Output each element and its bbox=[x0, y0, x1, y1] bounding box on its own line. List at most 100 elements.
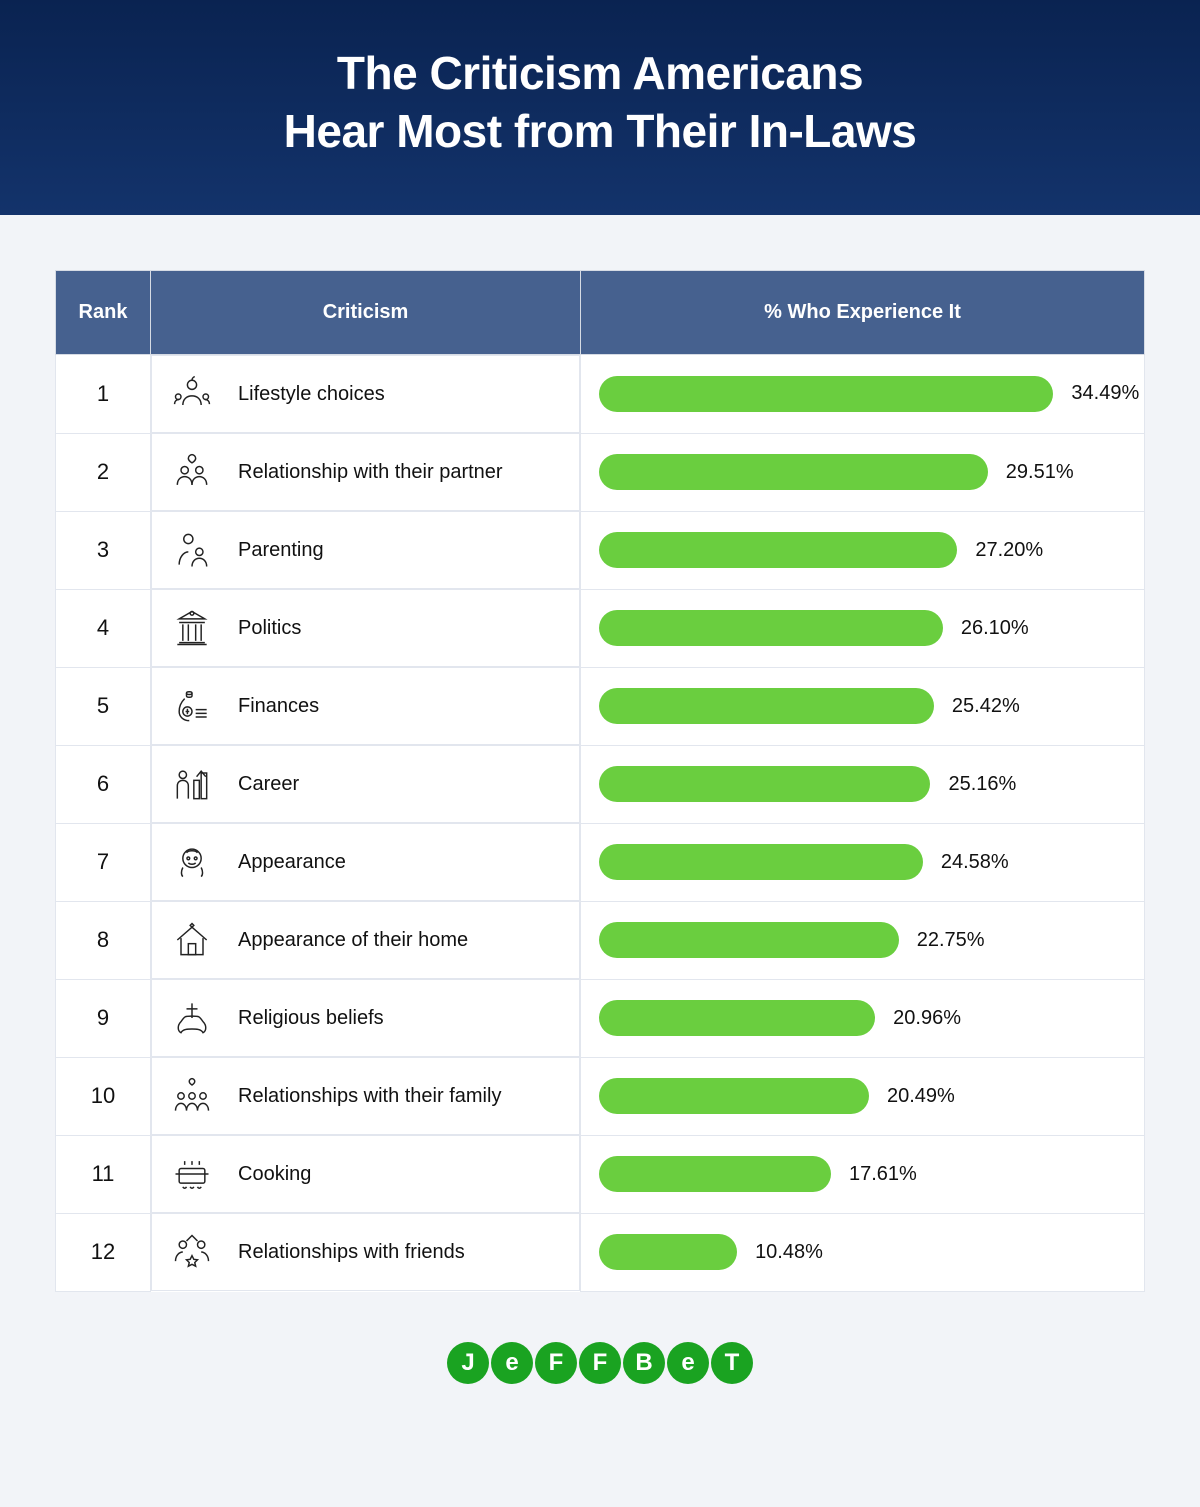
criticism-cell: Finances bbox=[151, 667, 580, 745]
pct-cell: 27.20% bbox=[581, 511, 1145, 589]
pct-label: 20.49% bbox=[887, 1085, 955, 1108]
pct-bar bbox=[599, 376, 1053, 412]
criticism-label: Relationships with their family bbox=[238, 1085, 501, 1108]
finances-icon bbox=[170, 684, 214, 728]
table-row: 5Finances25.42% bbox=[56, 667, 1145, 745]
pct-label: 26.10% bbox=[961, 617, 1029, 640]
criticism-cell: Cooking bbox=[151, 1135, 580, 1213]
cooking-icon bbox=[170, 1152, 214, 1196]
table-row: 7 Appearance 24.58% bbox=[56, 823, 1145, 901]
rank-cell: 2 bbox=[56, 433, 151, 511]
pct-bar bbox=[599, 844, 923, 880]
table-row: 3Parenting 27.20% bbox=[56, 511, 1145, 589]
logo-ball: F bbox=[535, 1342, 577, 1384]
criticism-cell: Parenting bbox=[151, 511, 580, 589]
pct-bar bbox=[599, 688, 934, 724]
criticism-label: Relationship with their partner bbox=[238, 461, 503, 484]
pct-bar bbox=[599, 1078, 869, 1114]
pct-bar bbox=[599, 1234, 737, 1270]
pct-label: 34.49% bbox=[1071, 382, 1139, 405]
pct-cell: 24.58% bbox=[581, 823, 1145, 901]
rank-cell: 10 bbox=[56, 1057, 151, 1135]
rank-cell: 9 bbox=[56, 979, 151, 1057]
title-line-1: The Criticism Americans bbox=[337, 47, 863, 99]
title-line-2: Hear Most from Their In-Laws bbox=[284, 105, 917, 157]
criticism-cell: Appearance bbox=[151, 823, 580, 901]
rank-cell: 3 bbox=[56, 511, 151, 589]
pct-bar bbox=[599, 532, 957, 568]
friends-icon bbox=[170, 1230, 214, 1274]
criticism-cell: Lifestyle choices bbox=[151, 355, 580, 433]
pct-label: 17.61% bbox=[849, 1163, 917, 1186]
criticism-label: Politics bbox=[238, 617, 301, 640]
pct-label: 25.42% bbox=[952, 695, 1020, 718]
criticism-label: Religious beliefs bbox=[238, 1007, 384, 1030]
criticism-label: Cooking bbox=[238, 1163, 311, 1186]
col-header-pct: % Who Experience It bbox=[581, 271, 1145, 355]
title-header: The Criticism Americans Hear Most from T… bbox=[0, 0, 1200, 215]
pct-cell: 29.51% bbox=[581, 433, 1145, 511]
criticism-cell: Relationship with their partner bbox=[151, 433, 580, 511]
logo-ball: e bbox=[491, 1342, 533, 1384]
rank-cell: 7 bbox=[56, 823, 151, 901]
criticism-cell: Career bbox=[151, 745, 580, 823]
logo-ball: J bbox=[447, 1342, 489, 1384]
pct-label: 20.96% bbox=[893, 1007, 961, 1030]
career-icon bbox=[170, 762, 214, 806]
home-icon bbox=[170, 918, 214, 962]
pct-label: 27.20% bbox=[975, 539, 1043, 562]
col-header-criticism: Criticism bbox=[151, 271, 581, 355]
lifestyle-icon bbox=[170, 372, 214, 416]
pct-bar bbox=[599, 454, 988, 490]
table-row: 6Career25.16% bbox=[56, 745, 1145, 823]
pct-cell: 25.16% bbox=[581, 745, 1145, 823]
partner-icon bbox=[170, 450, 214, 494]
parenting-icon bbox=[170, 528, 214, 572]
pct-cell: 17.61% bbox=[581, 1135, 1145, 1213]
table-row: 2 Relationship with their partner 29.51% bbox=[56, 433, 1145, 511]
logo-ball: F bbox=[579, 1342, 621, 1384]
criticism-cell: Appearance of their home bbox=[151, 901, 580, 979]
criticism-label: Lifestyle choices bbox=[238, 383, 385, 406]
logo-ball: B bbox=[623, 1342, 665, 1384]
pct-cell: 20.49% bbox=[581, 1057, 1145, 1135]
appearance-icon bbox=[170, 840, 214, 884]
rank-cell: 8 bbox=[56, 901, 151, 979]
table-container: Rank Criticism % Who Experience It 1Life… bbox=[0, 215, 1200, 1322]
pct-bar bbox=[599, 766, 930, 802]
pct-cell: 20.96% bbox=[581, 979, 1145, 1057]
criticism-label: Relationships with friends bbox=[238, 1241, 465, 1264]
criticism-cell: Relationships with their family bbox=[151, 1057, 580, 1135]
rank-cell: 11 bbox=[56, 1135, 151, 1213]
pct-cell: 10.48% bbox=[581, 1213, 1145, 1291]
pct-cell: 34.49% bbox=[581, 355, 1145, 434]
rank-cell: 6 bbox=[56, 745, 151, 823]
religion-icon bbox=[170, 996, 214, 1040]
table-row: 4Politics26.10% bbox=[56, 589, 1145, 667]
table-row: 12Relationships with friends10.48% bbox=[56, 1213, 1145, 1291]
page-title: The Criticism Americans Hear Most from T… bbox=[40, 45, 1160, 160]
pct-cell: 25.42% bbox=[581, 667, 1145, 745]
pct-bar bbox=[599, 922, 899, 958]
pct-cell: 22.75% bbox=[581, 901, 1145, 979]
pct-bar bbox=[599, 1156, 831, 1192]
criticism-cell: Religious beliefs bbox=[151, 979, 580, 1057]
logo-ball: e bbox=[667, 1342, 709, 1384]
footer: JeFFBeT bbox=[0, 1322, 1200, 1444]
logo-ball: T bbox=[711, 1342, 753, 1384]
rank-cell: 1 bbox=[56, 355, 151, 434]
pct-bar bbox=[599, 1000, 875, 1036]
pct-label: 22.75% bbox=[917, 929, 985, 952]
pct-bar bbox=[599, 610, 943, 646]
criticism-label: Appearance of their home bbox=[238, 929, 468, 952]
pct-cell: 26.10% bbox=[581, 589, 1145, 667]
table-row: 8 Appearance of their home 22.75% bbox=[56, 901, 1145, 979]
table-row: 1 Lifestyle choices 34.49% bbox=[56, 355, 1145, 434]
criticism-table: Rank Criticism % Who Experience It 1Life… bbox=[55, 270, 1145, 1292]
criticism-label: Finances bbox=[238, 695, 319, 718]
family-icon bbox=[170, 1074, 214, 1118]
table-row: 10 Relationships with their family 20.49% bbox=[56, 1057, 1145, 1135]
pct-label: 10.48% bbox=[755, 1241, 823, 1264]
criticism-label: Appearance bbox=[238, 851, 346, 874]
pct-label: 24.58% bbox=[941, 851, 1009, 874]
